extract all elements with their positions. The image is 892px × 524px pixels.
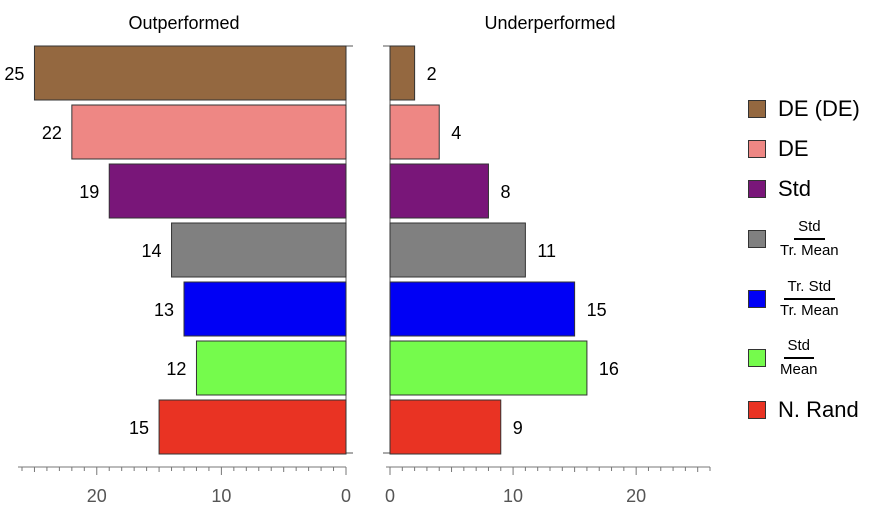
legend-item-de-de: DE (DE) <box>748 96 860 122</box>
legend-swatch <box>748 140 766 158</box>
legend-label: DE (DE) <box>778 96 860 121</box>
data-label: 19 <box>79 182 99 202</box>
bar <box>389 104 440 160</box>
legend-item-std-tr-mean: Std Tr. Mean <box>748 218 839 259</box>
legend-item-de: DE <box>748 136 809 162</box>
data-label: 12 <box>166 359 186 379</box>
tick-label: 0 <box>385 486 395 506</box>
data-label: 15 <box>129 418 149 438</box>
data-label: 14 <box>142 241 162 261</box>
legend-fraction: Tr. Std Tr. Mean <box>780 278 839 319</box>
bar <box>389 163 489 219</box>
fraction-denominator: Tr. Mean <box>780 242 839 259</box>
fraction-denominator: Tr. Mean <box>780 302 839 319</box>
data-label: 9 <box>513 418 523 438</box>
bar <box>183 281 347 337</box>
bar <box>195 340 347 396</box>
legend-swatch <box>748 401 766 419</box>
bar <box>33 45 347 101</box>
data-label: 13 <box>154 300 174 320</box>
bar <box>389 399 502 455</box>
legend-swatch <box>748 180 766 198</box>
legend-label: N. Rand <box>778 397 859 422</box>
fraction-numerator: Std <box>794 218 825 240</box>
legend-item-std: Std <box>748 176 811 202</box>
bar <box>389 281 576 337</box>
data-label: 4 <box>451 123 461 143</box>
data-label: 11 <box>537 241 556 261</box>
bar <box>389 222 526 278</box>
tick-label: 10 <box>503 486 523 506</box>
data-label: 22 <box>42 123 62 143</box>
legend-fraction: Std Tr. Mean <box>780 218 839 259</box>
data-label: 15 <box>587 300 607 320</box>
panel-title: Outperformed <box>128 13 239 33</box>
tick-label: 0 <box>341 486 351 506</box>
bar <box>389 340 588 396</box>
bar <box>158 399 347 455</box>
tick-label: 20 <box>626 486 646 506</box>
legend-item-n-rand: N. Rand <box>748 397 859 423</box>
bar <box>108 163 347 219</box>
legend-fraction: Std Mean <box>780 337 818 378</box>
bar <box>389 45 416 101</box>
legend-item-tr-std-tr-mean: Tr. Std Tr. Mean <box>748 278 839 319</box>
legend-swatch <box>748 289 766 308</box>
legend-swatch <box>748 348 766 367</box>
legend-swatch <box>748 100 766 118</box>
tick-label: 20 <box>87 486 107 506</box>
legend-label: DE <box>778 136 809 161</box>
data-label: 16 <box>599 359 619 379</box>
legend-label: Std <box>778 176 812 201</box>
data-label: 2 <box>427 64 437 84</box>
data-label: 8 <box>500 182 510 202</box>
bar <box>71 104 347 160</box>
fraction-numerator: Tr. Std <box>783 278 836 300</box>
panel-title: Underperformed <box>484 13 615 33</box>
tick-label: 10 <box>211 486 231 506</box>
bar <box>171 222 347 278</box>
data-label: 25 <box>4 64 24 84</box>
fraction-denominator: Mean <box>780 361 818 378</box>
legend-swatch <box>748 229 766 248</box>
fraction-numerator: Std <box>783 337 815 359</box>
legend-item-std-mean: Std Mean <box>748 337 818 378</box>
